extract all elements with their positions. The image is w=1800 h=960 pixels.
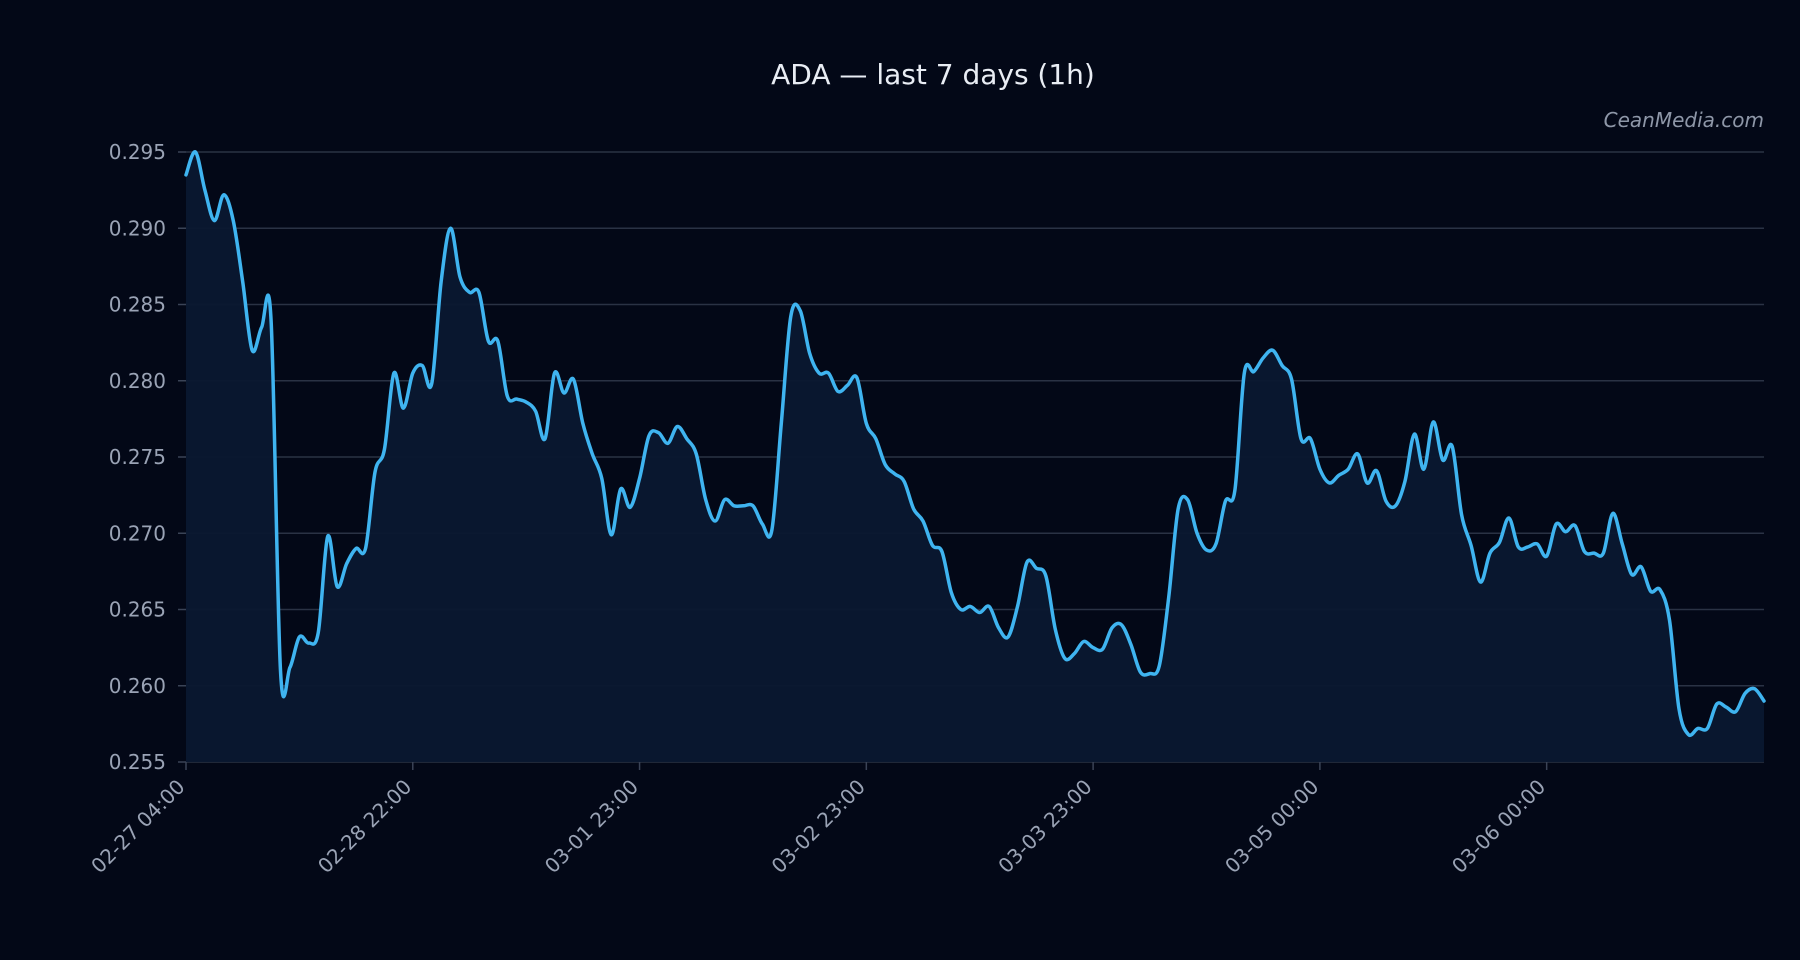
x-axis-tick-label: 03-05 00:00	[1220, 775, 1323, 878]
x-axis-tick-label: 03-02 23:00	[767, 775, 870, 878]
x-axis-tick-label: 02-28 22:00	[313, 775, 416, 878]
y-axis-tick-label: 0.295	[109, 140, 166, 164]
y-axis-tick-label: 0.285	[109, 293, 166, 317]
y-axis-tick-label: 0.290	[109, 216, 166, 240]
y-axis-tick-label: 0.255	[109, 750, 166, 774]
x-axis-tick-label: 03-06 00:00	[1447, 775, 1550, 878]
y-axis-tick-labels: 0.295 0.290 0.285 0.280 0.275 0.270 0.265 0.260…	[109, 140, 166, 774]
watermark-text: CeanMedia.com	[1604, 108, 1764, 132]
y-axis-tick-label: 0.265	[109, 598, 166, 622]
y-axis-tick-label: 0.280	[109, 369, 166, 393]
x-axis-tick-label: 03-03 23:00	[993, 775, 1096, 878]
y-axis-tick-label: 0.270	[109, 521, 166, 545]
y-axis-tick-label: 0.275	[109, 445, 166, 469]
x-axis-tick-label: 02-27 04:00	[86, 775, 189, 878]
x-axis-tick-labels: 02-27 04:00 02-28 22:00 03-01 23:00 03-02 2…	[86, 762, 1550, 878]
x-axis-tick-label: 03-01 23:00	[540, 775, 643, 878]
price-area-fill	[186, 151, 1764, 763]
y-axis-tick-label: 0.260	[109, 674, 166, 698]
price-series-line	[184, 150, 1766, 738]
chart-title: ADA — last 7 days (1h)	[771, 58, 1095, 91]
